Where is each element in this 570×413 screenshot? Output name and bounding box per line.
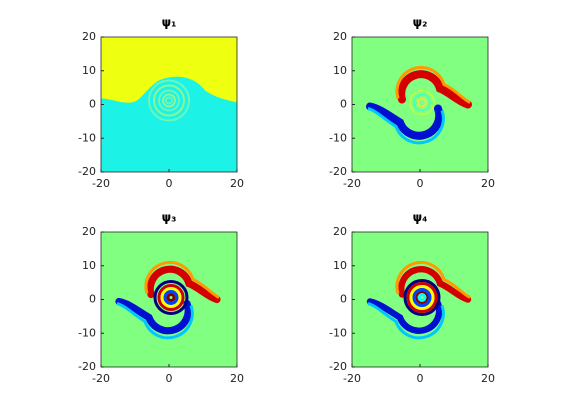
y-tick-label: 20 [333, 225, 347, 238]
arc [146, 265, 221, 304]
ring [409, 285, 435, 310]
ring [163, 290, 179, 305]
field [101, 37, 237, 103]
ring [406, 282, 438, 313]
arc [395, 65, 471, 104]
x-tick-label: 0 [417, 177, 424, 190]
panel: -20 0 20 -20 -10 0 10 20 ψ₁ [78, 16, 244, 191]
y-tick-label: 10 [333, 259, 347, 272]
y-tick-label: -20 [78, 165, 96, 178]
y-tick-label: 10 [82, 64, 96, 77]
arc [115, 297, 192, 335]
y-tick-label: 0 [340, 293, 347, 306]
x-tick-label: 20 [230, 177, 244, 190]
x-tick-label: -20 [92, 177, 110, 190]
x-tick-label: -20 [92, 372, 110, 385]
chart-title: ψ₃ [162, 211, 177, 225]
arc [144, 260, 220, 299]
chart-title: ψ₂ [413, 16, 428, 30]
chart-title: ψ₁ [162, 16, 177, 30]
arc [398, 266, 472, 303]
arc [367, 302, 445, 340]
x-tick-label: 20 [481, 372, 495, 385]
y-tick-label: -20 [329, 165, 347, 178]
x-tick-label: -20 [343, 372, 361, 385]
ring [153, 280, 189, 315]
y-tick-label: 20 [82, 30, 96, 43]
panel: -20 0 20 -20 -10 0 10 20 ψ₃ [78, 211, 244, 386]
ring [403, 279, 441, 316]
x-tick-label: 0 [166, 372, 173, 385]
x-tick-label: 0 [166, 177, 173, 190]
ring [413, 93, 431, 112]
y-tick-label: -20 [329, 360, 347, 373]
y-tick-label: 20 [333, 30, 347, 43]
ring [162, 93, 176, 108]
y-tick-label: -10 [329, 131, 347, 144]
ring [166, 293, 176, 302]
ring [157, 284, 185, 311]
ring [165, 96, 173, 105]
x-tick-label: 0 [417, 372, 424, 385]
y-tick-label: -10 [78, 131, 96, 144]
panel: -20 0 20 -20 -10 0 10 20 ψ₂ [329, 16, 495, 191]
y-tick-label: 0 [89, 98, 96, 111]
x-tick-label: 20 [230, 372, 244, 385]
ring [148, 79, 190, 122]
panel: -20 0 20 -20 -10 0 10 20 ψ₄ [329, 211, 495, 386]
arc [366, 102, 444, 140]
ring [153, 84, 185, 117]
ring [417, 97, 427, 108]
arc [116, 302, 194, 340]
y-tick-label: 0 [340, 98, 347, 111]
ring [409, 89, 435, 116]
arc [397, 70, 472, 109]
arc [366, 298, 443, 334]
y-tick-label: -20 [78, 360, 96, 373]
arc [367, 107, 445, 145]
y-tick-label: -10 [329, 326, 347, 339]
x-tick-label: -20 [343, 177, 361, 190]
chart-title: ψ₄ [413, 211, 428, 225]
ring [160, 287, 182, 308]
y-tick-label: 10 [82, 259, 96, 272]
ring [415, 291, 429, 304]
y-tick-label: -10 [78, 326, 96, 339]
ring [417, 293, 427, 302]
x-tick-label: 20 [481, 177, 495, 190]
arc [395, 260, 471, 299]
y-tick-label: 10 [333, 64, 347, 77]
y-tick-label: 20 [82, 225, 96, 238]
y-tick-label: 0 [89, 293, 96, 306]
ring [412, 288, 432, 307]
ring [158, 89, 180, 112]
